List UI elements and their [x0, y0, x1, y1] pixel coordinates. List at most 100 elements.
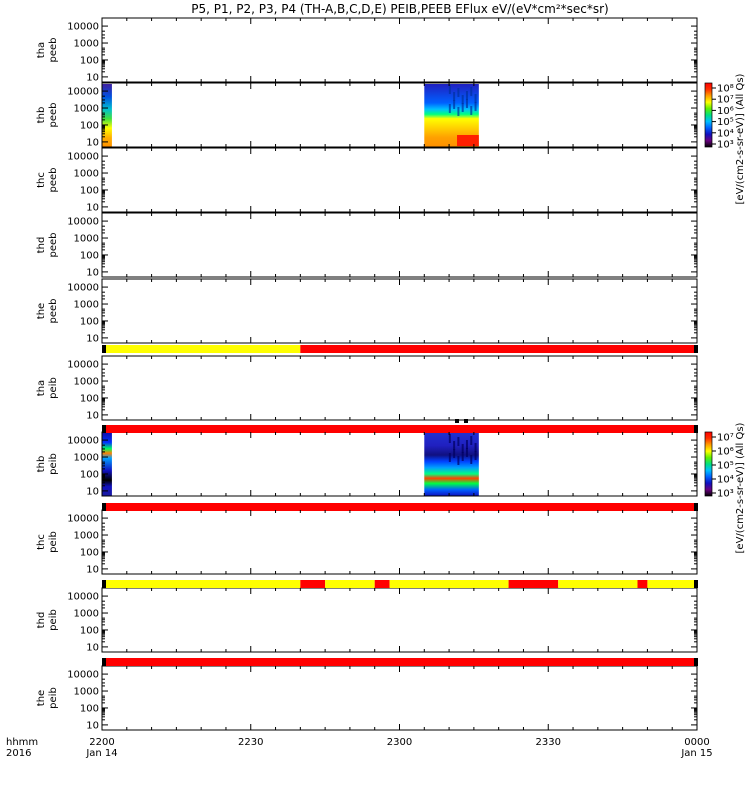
flag-cap [694, 425, 698, 433]
y-tick-label: 10 [86, 486, 99, 497]
colorbar-label: [eV/(cm2-s-sr-eV)] (All Qs) [735, 73, 746, 204]
spectro-noise [474, 94, 477, 103]
spectro-block [102, 433, 112, 496]
colorbar-tick-label: 10⁶ [717, 447, 734, 458]
panel-thd-peeb: 10000 1000 100 10 thd peeb [36, 212, 698, 278]
spectro-noise [470, 455, 473, 464]
panel-instrument-label: peib [48, 453, 59, 475]
spectro-block [424, 433, 479, 496]
flag-cap [694, 580, 698, 588]
spectro-noise [453, 449, 456, 458]
colorbar-tick-label: 10⁵ [717, 461, 734, 472]
spectro-noise [470, 87, 473, 96]
y-tick-label: 100 [80, 625, 99, 636]
flag-segment [102, 425, 697, 433]
flag-segment [325, 580, 375, 588]
spectro-noise [448, 453, 451, 462]
y-tick-label: 1000 [74, 300, 99, 311]
y-tick-label: 100 [80, 250, 99, 261]
spectro-noise [474, 102, 477, 111]
panel-probe-label: thd [36, 237, 47, 254]
flag-segment [508, 580, 559, 588]
panel-probe-label: tha [36, 42, 47, 58]
x-date-label: Jan 15 [680, 748, 712, 759]
panel-frame [101, 147, 698, 213]
y-tick-label: 10 [86, 642, 99, 653]
flag-segment [300, 580, 326, 588]
x-tick-label: 0000 [684, 737, 709, 748]
y-tick-label: 10 [86, 137, 99, 148]
panel-thb-peeb: 10000 1000 100 10 thb peeb [36, 82, 698, 148]
y-tick-label: 100 [80, 120, 99, 131]
colorbar-tick-label: 10⁶ [717, 106, 734, 117]
panel-frame [101, 587, 698, 653]
y-tick-label: 1000 [74, 687, 99, 698]
y-tick-label: 1000 [74, 531, 99, 542]
x-tick-label: 2330 [536, 737, 561, 748]
colorbar-tick-label: 10⁷ [717, 95, 734, 106]
y-tick-label: 10000 [67, 283, 99, 294]
spectro-noise [474, 443, 477, 452]
spectro-noise [461, 452, 464, 461]
y-tick-label: 10000 [67, 514, 99, 525]
flag-segment [102, 503, 697, 511]
spectro-noise [453, 100, 456, 109]
flag-segment [374, 580, 390, 588]
spectro-noise [465, 448, 468, 457]
spectro-noise [470, 436, 473, 445]
panel-frame [101, 509, 698, 575]
colorbar-tick-label: 10⁴ [717, 475, 734, 486]
y-tick-label: 100 [80, 703, 99, 714]
colorbar-tick-label: 10⁴ [717, 128, 734, 139]
panel-instrument-label: peeb [48, 233, 59, 258]
panel-tha-peeb: 10000 1000 100 10 tha peeb [36, 17, 698, 83]
colorbar-tick-label: 10⁵ [717, 117, 734, 128]
panel-frame [101, 355, 698, 421]
flag-cap [102, 658, 106, 666]
y-tick-label: 10 [86, 267, 99, 278]
panels-group: 10000 1000 100 10 tha peeb 10000 1000 100 10 thb pe… [36, 17, 698, 731]
panel-probe-label: tha [36, 380, 47, 396]
y-tick-label: 1000 [74, 39, 99, 50]
panel-frame [101, 278, 698, 344]
y-tick-label: 10 [86, 410, 99, 421]
y-tick-label: 1000 [74, 234, 99, 245]
panel-frame [101, 665, 698, 731]
panel-probe-label: thb [36, 107, 47, 124]
flag-marker [464, 419, 468, 423]
y-tick-label: 100 [80, 55, 99, 66]
panel-thc-peib: 10000 1000 100 10 thc peib [36, 509, 698, 575]
y-tick-label: 1000 [74, 104, 99, 115]
colorbar-tick-label: 10⁷ [717, 433, 734, 444]
panel-frame [101, 17, 698, 83]
spectro-noise [465, 440, 468, 449]
y-tick-label: 10000 [67, 87, 99, 98]
spectro-noise [461, 444, 464, 453]
panel-frame [101, 82, 698, 148]
panel-instrument-label: peib [48, 687, 59, 709]
spectro-noise [457, 88, 460, 97]
x-axis-label: hhmm [6, 737, 38, 748]
y-tick-label: 100 [80, 547, 99, 558]
y-tick-label: 1000 [74, 169, 99, 180]
y-tick-label: 100 [80, 185, 99, 196]
colorbar-strip [704, 82, 713, 148]
spectro-noise [448, 104, 451, 113]
flag-segment [102, 658, 697, 666]
spectro-noise [453, 92, 456, 101]
colorbar-tick-label: 10³ [717, 489, 734, 500]
spectro-noise [465, 99, 468, 108]
y-tick-label: 1000 [74, 377, 99, 388]
spectro-noise [453, 441, 456, 450]
y-tick-label: 100 [80, 469, 99, 480]
flag-cap [694, 658, 698, 666]
flag-cap [694, 345, 698, 353]
flag-segment [558, 580, 638, 588]
panel-instrument-label: peib [48, 609, 59, 631]
flag-cap [102, 345, 106, 353]
flag-marker [455, 419, 459, 423]
panel-instrument-label: peib [48, 377, 59, 399]
